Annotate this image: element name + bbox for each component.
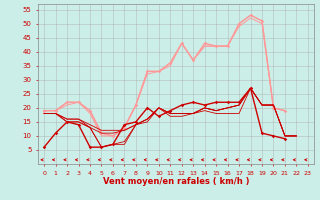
X-axis label: Vent moyen/en rafales ( km/h ): Vent moyen/en rafales ( km/h ) bbox=[103, 177, 249, 186]
